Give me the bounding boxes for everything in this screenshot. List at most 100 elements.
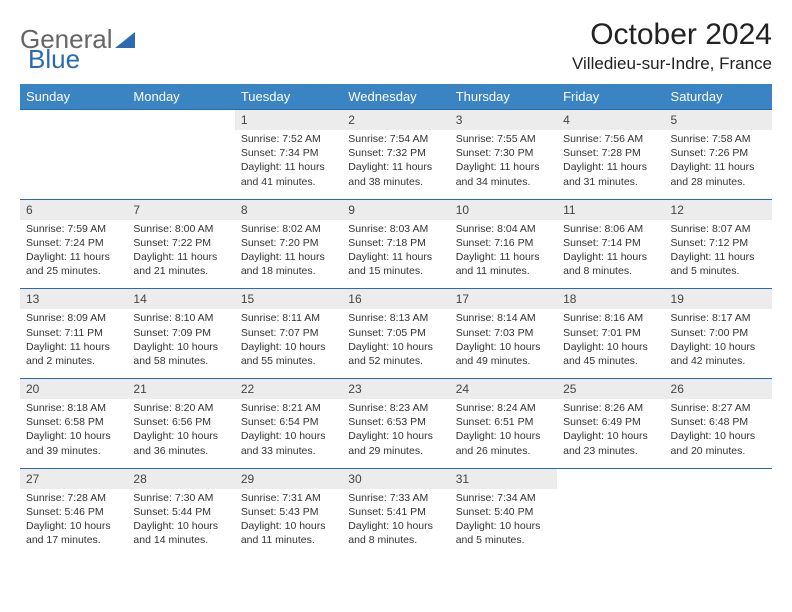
daylight-line: Daylight: 10 hours and 55 minutes.	[241, 341, 326, 367]
day-number: 4	[557, 110, 664, 131]
sunset-line: Sunset: 7:28 PM	[563, 147, 641, 159]
day-number: 9	[342, 199, 449, 220]
logo-line2: Blue	[28, 44, 80, 75]
day-detail	[127, 130, 234, 199]
sunrise-line: Sunrise: 7:55 AM	[456, 133, 536, 145]
sunset-line: Sunset: 7:00 PM	[671, 327, 749, 339]
dow-header: Monday	[127, 84, 234, 110]
day-detail: Sunrise: 8:26 AMSunset: 6:49 PMDaylight:…	[557, 399, 664, 468]
day-number	[20, 110, 127, 131]
sunrise-line: Sunrise: 8:11 AM	[241, 312, 320, 324]
sunrise-line: Sunrise: 7:34 AM	[456, 492, 536, 504]
sunset-line: Sunset: 5:44 PM	[133, 506, 211, 518]
sunset-line: Sunset: 7:18 PM	[348, 237, 426, 249]
daylight-line: Daylight: 10 hours and 36 minutes.	[133, 430, 218, 456]
dow-row: SundayMondayTuesdayWednesdayThursdayFrid…	[20, 84, 772, 110]
daylight-line: Daylight: 10 hours and 49 minutes.	[456, 341, 541, 367]
sunrise-line: Sunrise: 7:58 AM	[671, 133, 751, 145]
daylight-line: Daylight: 11 hours and 2 minutes.	[26, 341, 110, 367]
day-number: 21	[127, 379, 234, 400]
day-number: 12	[665, 199, 772, 220]
sunset-line: Sunset: 7:20 PM	[241, 237, 319, 249]
day-detail: Sunrise: 7:52 AMSunset: 7:34 PMDaylight:…	[235, 130, 342, 199]
week-detail-row: Sunrise: 8:09 AMSunset: 7:11 PMDaylight:…	[20, 309, 772, 378]
sunrise-line: Sunrise: 7:56 AM	[563, 133, 643, 145]
daylight-line: Daylight: 10 hours and 11 minutes.	[241, 520, 326, 546]
week-detail-row: Sunrise: 8:18 AMSunset: 6:58 PMDaylight:…	[20, 399, 772, 468]
sunrise-line: Sunrise: 8:26 AM	[563, 402, 643, 414]
day-detail: Sunrise: 8:16 AMSunset: 7:01 PMDaylight:…	[557, 309, 664, 378]
day-detail	[665, 489, 772, 558]
sunset-line: Sunset: 7:26 PM	[671, 147, 749, 159]
day-number: 15	[235, 289, 342, 310]
daylight-line: Daylight: 11 hours and 5 minutes.	[671, 251, 755, 277]
sunrise-line: Sunrise: 7:28 AM	[26, 492, 106, 504]
day-detail: Sunrise: 7:31 AMSunset: 5:43 PMDaylight:…	[235, 489, 342, 558]
daylight-line: Daylight: 10 hours and 58 minutes.	[133, 341, 218, 367]
day-number: 7	[127, 199, 234, 220]
sunrise-line: Sunrise: 8:17 AM	[671, 312, 751, 324]
sunset-line: Sunset: 7:32 PM	[348, 147, 426, 159]
day-detail: Sunrise: 7:55 AM Sunset: 7:30 PM Daylight:…	[450, 130, 557, 199]
sunset-line: Sunset: 7:05 PM	[348, 327, 426, 339]
dow-header: Saturday	[665, 84, 772, 110]
daylight-line: Daylight: 10 hours and 23 minutes.	[563, 430, 648, 456]
daylight-line: Daylight: 10 hours and 29 minutes.	[348, 430, 433, 456]
calendar-table: SundayMondayTuesdayWednesdayThursdayFrid…	[20, 84, 772, 557]
day-number: 19	[665, 289, 772, 310]
day-detail: Sunrise: 8:23 AMSunset: 6:53 PMDaylight:…	[342, 399, 449, 468]
day-detail: Sunrise: 8:11 AM Sunset: 7:07 PM Daylight:…	[235, 309, 342, 378]
day-detail: Sunrise: 8:20 AMSunset: 6:56 PMDaylight:…	[127, 399, 234, 468]
sunrise-line: Sunrise: 7:33 AM	[348, 492, 428, 504]
day-detail: Sunrise: 8:14 AMSunset: 7:03 PMDaylight:…	[450, 309, 557, 378]
daylight-line: Daylight: 11 hours and 41 minutes.	[241, 161, 325, 187]
day-number: 17	[450, 289, 557, 310]
day-detail: Sunrise: 7:30 AMSunset: 5:44 PMDaylight:…	[127, 489, 234, 558]
day-number: 8	[235, 199, 342, 220]
sunrise-line: Sunrise: 8:02 AM	[241, 223, 321, 235]
daylight-line: Daylight: 11 hours and 15 minutes.	[348, 251, 432, 277]
day-number: 31	[450, 468, 557, 489]
daylight-line: Daylight: 11 hours and 25 minutes.	[26, 251, 110, 277]
day-detail: Sunrise: 7:34 AMSunset: 5:40 PMDaylight:…	[450, 489, 557, 558]
day-detail: Sunrise: 7:59 AMSunset: 7:24 PMDaylight:…	[20, 220, 127, 289]
title-block: October 2024 Villedieu-sur-Indre, France	[572, 18, 772, 74]
day-detail	[20, 130, 127, 199]
day-number: 13	[20, 289, 127, 310]
daylight-line: Daylight: 11 hours and 34 minutes.	[456, 161, 540, 187]
sunset-line: Sunset: 7:07 PM	[241, 327, 319, 339]
day-number: 24	[450, 379, 557, 400]
daylight-line: Daylight: 10 hours and 33 minutes.	[241, 430, 326, 456]
week-detail-row: Sunrise: 7:52 AMSunset: 7:34 PMDaylight:…	[20, 130, 772, 199]
day-number: 3	[450, 110, 557, 131]
day-number: 25	[557, 379, 664, 400]
month-title: October 2024	[572, 18, 772, 52]
day-detail: Sunrise: 8:24 AMSunset: 6:51 PMDaylight:…	[450, 399, 557, 468]
sunrise-line: Sunrise: 7:30 AM	[133, 492, 213, 504]
sunrise-line: Sunrise: 8:07 AM	[671, 223, 751, 235]
day-number: 29	[235, 468, 342, 489]
week-number-row: 20212223242526	[20, 379, 772, 400]
sunset-line: Sunset: 7:24 PM	[26, 237, 104, 249]
sunset-line: Sunset: 7:16 PM	[456, 237, 534, 249]
day-detail: Sunrise: 7:33 AMSunset: 5:41 PMDaylight:…	[342, 489, 449, 558]
day-number: 2	[342, 110, 449, 131]
day-number: 27	[20, 468, 127, 489]
daylight-line: Daylight: 10 hours and 20 minutes.	[671, 430, 756, 456]
sunset-line: Sunset: 7:34 PM	[241, 147, 319, 159]
sunrise-line: Sunrise: 7:31 AM	[241, 492, 321, 504]
day-detail: Sunrise: 8:06 AMSunset: 7:14 PMDaylight:…	[557, 220, 664, 289]
dow-header: Tuesday	[235, 84, 342, 110]
day-number: 30	[342, 468, 449, 489]
sunset-line: Sunset: 7:03 PM	[456, 327, 534, 339]
day-number: 16	[342, 289, 449, 310]
sunrise-line: Sunrise: 8:27 AM	[671, 402, 751, 414]
dow-header: Friday	[557, 84, 664, 110]
day-detail	[557, 489, 664, 558]
day-number: 22	[235, 379, 342, 400]
daylight-line: Daylight: 11 hours and 21 minutes.	[133, 251, 217, 277]
daylight-line: Daylight: 11 hours and 8 minutes.	[563, 251, 647, 277]
sunset-line: Sunset: 7:30 PM	[456, 147, 534, 159]
daylight-line: Daylight: 10 hours and 52 minutes.	[348, 341, 433, 367]
day-detail: Sunrise: 8:10 AMSunset: 7:09 PMDaylight:…	[127, 309, 234, 378]
